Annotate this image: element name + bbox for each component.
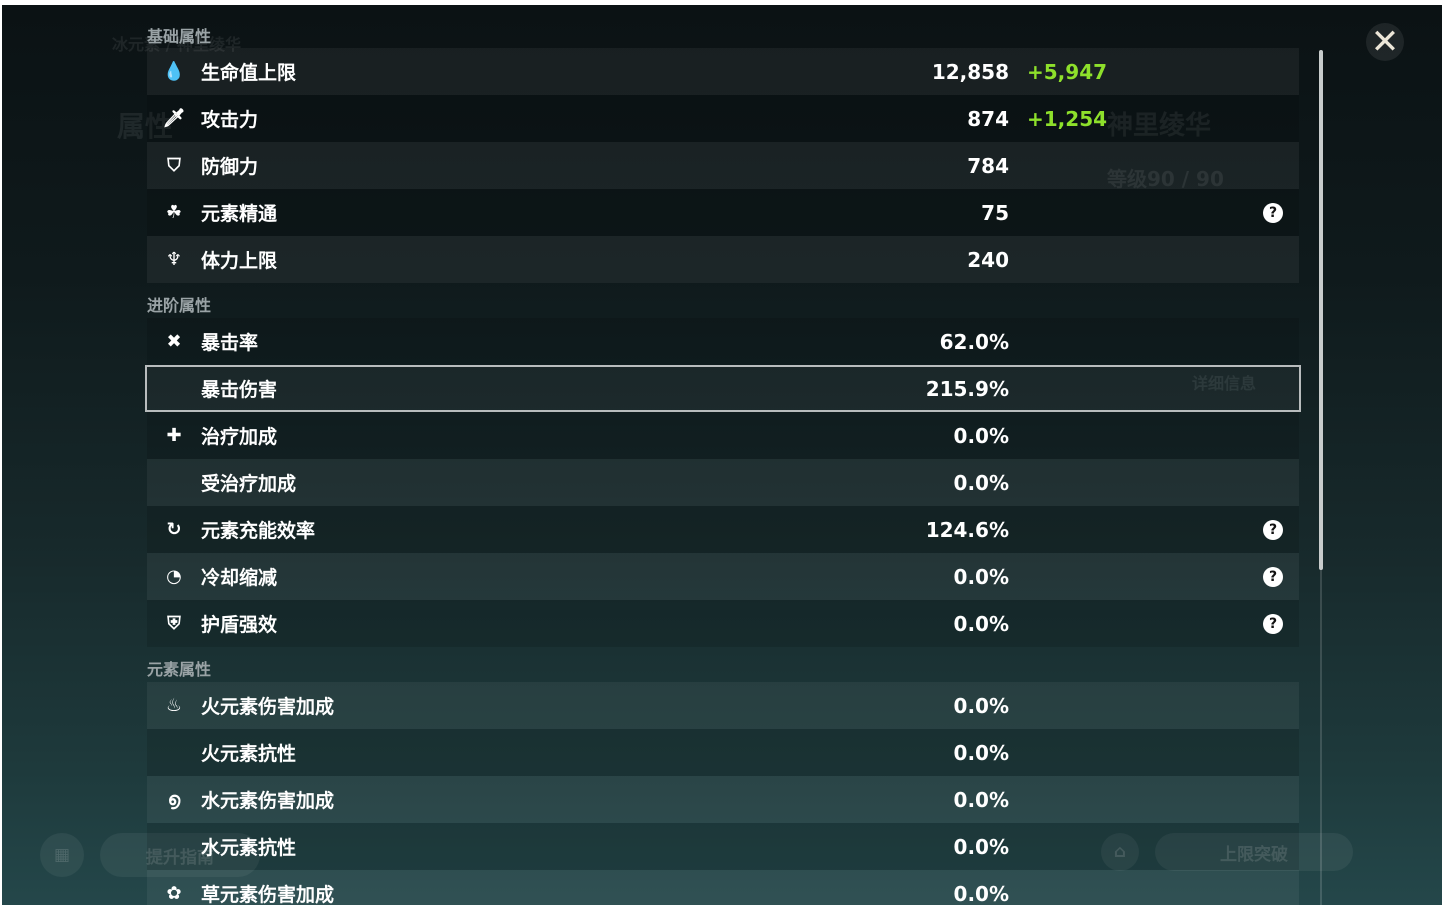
stat-value: 784 (967, 153, 1009, 178)
section-title: 元素属性 (147, 660, 212, 679)
stat-label: 防御力 (201, 156, 259, 178)
stat-row[interactable]: 受治疗加成 0.0% (147, 459, 1299, 506)
stat-row[interactable]: ☘ 元素精通 75? (147, 189, 1299, 236)
stat-value: 215.9% (925, 376, 1009, 401)
stat-value: 874 (967, 106, 1009, 131)
stat-row[interactable]: ✚ 治疗加成 0.0% (147, 412, 1299, 459)
stat-value: 0.0% (953, 423, 1009, 448)
stat-bonus: +1,254 (1027, 106, 1108, 131)
help-icon[interactable]: ? (1263, 566, 1283, 587)
section-title: 基础属性 (147, 27, 212, 46)
stat-bonus: +5,947 (1027, 59, 1108, 84)
stat-value: 75 (981, 200, 1009, 225)
stat-row[interactable]: ♆ 体力上限 240 (147, 236, 1299, 283)
stat-value: 62.0% (939, 329, 1009, 354)
stat-row[interactable]: 火元素抗性 0.0% (147, 729, 1299, 776)
dendro-icon: ✿ (166, 883, 182, 904)
stat-row[interactable]: 水元素抗性 0.0% (147, 823, 1299, 870)
stat-label: 元素充能效率 (201, 520, 316, 542)
stat-label: 生命值上限 (201, 62, 297, 84)
stat-label: 攻击力 (201, 109, 259, 131)
stat-row[interactable]: 💧 生命值上限 12,858 +5,947 (147, 48, 1299, 95)
stat-label: 火元素伤害加成 (201, 696, 335, 718)
ascend-button: 上限突破 (1155, 833, 1353, 871)
empty-icon (163, 472, 185, 494)
close-icon: ✕ (1370, 22, 1400, 62)
close-button[interactable]: ✕ (1366, 22, 1404, 62)
stat-label: 水元素伤害加成 (201, 790, 335, 812)
bg-detail-button: 详细信息 (1192, 374, 1257, 393)
stat-value: 0.0% (953, 787, 1009, 812)
stat-value: 0.0% (953, 881, 1009, 905)
hydro-icon: ൭ (167, 789, 181, 810)
stat-row[interactable]: ✿ 草元素伤害加成 0.0% (147, 870, 1299, 905)
stat-label: 体力上限 (201, 250, 278, 272)
stat-value: 0.0% (953, 470, 1009, 495)
bg-level: 等级90 / 90 (1107, 167, 1224, 191)
outfit-icon: ⌂ (1101, 833, 1139, 871)
stat-row[interactable]: ✖ 暴击率 62.0% (147, 318, 1299, 365)
shield-icon: ⛉ (167, 155, 181, 176)
stat-value: 0.0% (953, 834, 1009, 859)
stat-value: 0.0% (953, 740, 1009, 765)
stat-label: 元素精通 (201, 203, 278, 225)
empty-icon (163, 742, 185, 764)
grid-menu-button: ▦ (40, 833, 84, 877)
shield-strength-icon: ⛨ (167, 613, 181, 634)
stat-row[interactable]: ◔ 冷却缩减 0.0%? (147, 553, 1299, 600)
help-icon[interactable]: ? (1263, 613, 1283, 634)
bg-tab-attributes: 属性 (117, 110, 174, 143)
stat-row[interactable]: ⛉ 防御力 784 (147, 142, 1299, 189)
healing-icon: ✚ (166, 425, 182, 446)
hp-drop-icon: 💧 (162, 61, 186, 82)
stat-label: 火元素抗性 (201, 743, 297, 765)
energy-recharge-icon: ↻ (166, 519, 182, 540)
stat-label: 治疗加成 (201, 426, 278, 448)
stat-label: 受治疗加成 (201, 473, 297, 495)
upgrade-guide-button: 提升指南 (100, 833, 260, 877)
stat-value: 240 (967, 247, 1009, 272)
stat-label: 水元素抗性 (201, 837, 297, 859)
empty-icon (163, 836, 185, 858)
stat-value: 0.0% (953, 611, 1009, 636)
pyro-icon: ♨ (165, 695, 183, 716)
section-title: 进阶属性 (147, 296, 212, 315)
scrollbar-thumb[interactable] (1319, 50, 1323, 570)
help-icon[interactable]: ? (1263, 202, 1283, 223)
stat-label: 草元素伤害加成 (201, 884, 335, 905)
character-stats-screen: 冰元素 / 神里绫华 属性 神里绫华 等级90 / 90 详细信息 ▦ 提升指南… (2, 5, 1442, 905)
stat-row[interactable]: ↻ 元素充能效率 124.6%? (147, 506, 1299, 553)
sword-icon: 🗡 (162, 108, 186, 129)
stat-row[interactable]: 暴击伤害 215.9% (145, 365, 1301, 412)
bg-element-line: 冰元素 / 神里绫华 (112, 35, 241, 54)
stat-row[interactable]: ⛨ 护盾强效 0.0%? (147, 600, 1299, 647)
stat-value: 0.0% (953, 693, 1009, 718)
stat-label: 暴击伤害 (201, 379, 278, 401)
bg-character-name: 神里绫华 (1107, 111, 1212, 141)
stat-label: 冷却缩减 (201, 567, 278, 589)
crit-rate-icon: ✖ (166, 331, 182, 352)
stat-label: 护盾强效 (201, 614, 278, 636)
stat-row[interactable]: ൭ 水元素伤害加成 0.0% (147, 776, 1299, 823)
stat-row[interactable]: 🗡 攻击力 874 +1,254 (147, 95, 1299, 142)
stat-row[interactable]: ♨ 火元素伤害加成 0.0% (147, 682, 1299, 729)
stamina-icon: ♆ (165, 249, 183, 270)
stat-value: 12,858 (931, 59, 1009, 84)
stat-value: 124.6% (925, 517, 1009, 542)
elemental-mastery-icon: ☘ (165, 202, 183, 223)
stat-label: 暴击率 (201, 332, 259, 354)
help-icon[interactable]: ? (1263, 519, 1283, 540)
crit-dmg-icon (163, 378, 185, 400)
stat-value: 0.0% (953, 564, 1009, 589)
cooldown-icon: ◔ (166, 566, 182, 587)
